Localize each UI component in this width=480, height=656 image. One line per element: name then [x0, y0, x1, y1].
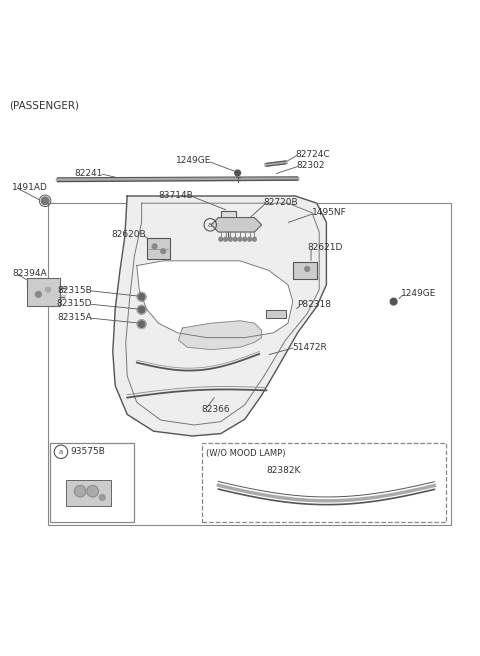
- Text: 93575B: 93575B: [71, 447, 106, 457]
- Text: 82620B: 82620B: [111, 230, 146, 239]
- Circle shape: [138, 293, 145, 300]
- Text: P82318: P82318: [298, 300, 332, 310]
- Text: 82315A: 82315A: [58, 314, 92, 322]
- Text: 82382K: 82382K: [266, 466, 301, 476]
- Circle shape: [46, 287, 50, 292]
- Text: 82315B: 82315B: [58, 286, 92, 295]
- Circle shape: [243, 237, 247, 241]
- FancyBboxPatch shape: [26, 278, 60, 306]
- Circle shape: [252, 237, 256, 241]
- Text: 82724C: 82724C: [295, 150, 330, 159]
- Text: (PASSENGER): (PASSENGER): [10, 100, 80, 110]
- Polygon shape: [179, 321, 262, 350]
- Text: 82394A: 82394A: [12, 269, 47, 277]
- Polygon shape: [113, 196, 326, 436]
- Circle shape: [74, 485, 86, 497]
- Circle shape: [152, 244, 157, 249]
- Text: 83714B: 83714B: [159, 191, 193, 200]
- Bar: [48, 203, 451, 525]
- Circle shape: [99, 495, 105, 501]
- Circle shape: [138, 306, 145, 313]
- Circle shape: [228, 237, 232, 241]
- FancyBboxPatch shape: [221, 211, 236, 220]
- Text: 82241: 82241: [75, 169, 103, 178]
- Polygon shape: [137, 261, 293, 338]
- Bar: [202, 443, 446, 522]
- Text: 82720B: 82720B: [263, 197, 298, 207]
- Text: 1491AD: 1491AD: [12, 183, 48, 192]
- Polygon shape: [211, 218, 262, 232]
- Circle shape: [138, 321, 145, 327]
- Text: 82366: 82366: [202, 405, 230, 414]
- FancyBboxPatch shape: [66, 480, 111, 506]
- Circle shape: [161, 249, 166, 254]
- Circle shape: [219, 237, 223, 241]
- Text: a: a: [208, 222, 212, 228]
- Circle shape: [224, 237, 228, 241]
- Text: (W/O MOOD LAMP): (W/O MOOD LAMP): [206, 449, 286, 458]
- Text: 82621D: 82621D: [307, 243, 343, 252]
- Bar: [50, 443, 134, 522]
- Text: 82315D: 82315D: [57, 300, 92, 308]
- Text: a: a: [59, 449, 63, 455]
- Circle shape: [390, 298, 397, 305]
- Circle shape: [233, 237, 237, 241]
- Text: 82302: 82302: [296, 161, 324, 171]
- Text: 51472R: 51472R: [292, 342, 326, 352]
- Circle shape: [235, 170, 240, 176]
- Text: 1249GE: 1249GE: [176, 157, 211, 165]
- Circle shape: [305, 266, 310, 272]
- Circle shape: [36, 291, 41, 297]
- Text: 1249GE: 1249GE: [401, 289, 436, 298]
- Circle shape: [41, 197, 49, 205]
- Circle shape: [87, 485, 98, 497]
- FancyBboxPatch shape: [266, 310, 286, 318]
- Circle shape: [238, 237, 242, 241]
- Circle shape: [248, 237, 252, 241]
- FancyBboxPatch shape: [293, 262, 317, 279]
- Text: 1495NF: 1495NF: [312, 209, 347, 217]
- FancyBboxPatch shape: [147, 238, 170, 259]
